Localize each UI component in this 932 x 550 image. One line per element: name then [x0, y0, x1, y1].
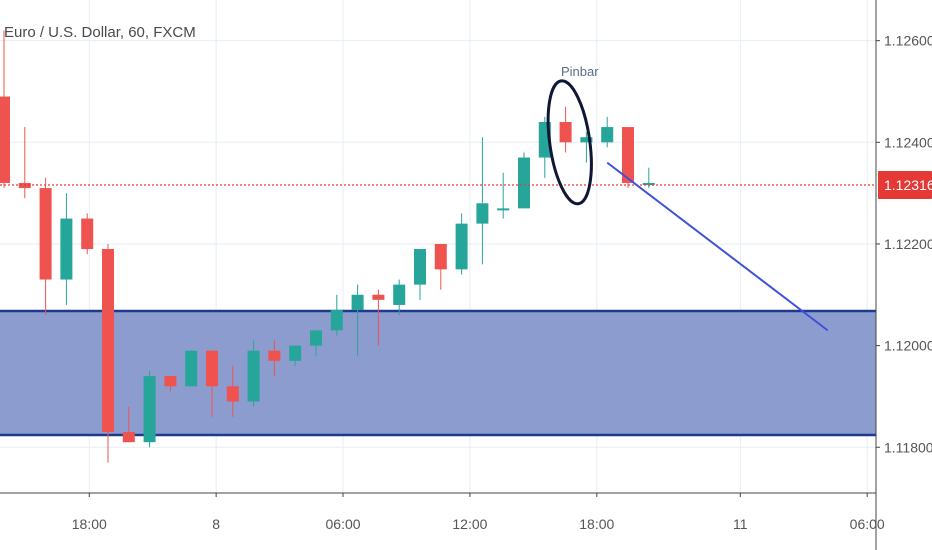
candle-body	[518, 157, 530, 209]
bearish-candle	[372, 289, 385, 346]
bullish-candle	[518, 152, 530, 209]
current-price-label: 1.12316	[884, 177, 932, 193]
time-tick-label: 06:00	[326, 516, 361, 532]
bearish-candle	[81, 213, 94, 255]
price-tick-label: 1.12600	[884, 33, 932, 49]
candle-body	[39, 188, 52, 280]
candle-body	[310, 330, 322, 346]
pinbar-label: Pinbar	[561, 64, 599, 79]
price-tick-label: 1.12000	[884, 338, 932, 354]
candle-body	[268, 350, 281, 361]
chart-title: Euro / U.S. Dollar, 60, FXCM	[4, 24, 196, 41]
candle-body	[351, 294, 364, 311]
bullish-candle	[351, 284, 364, 356]
candle-body	[601, 127, 614, 143]
bearish-candle	[102, 243, 114, 463]
bullish-candle	[497, 172, 510, 219]
candle-body	[81, 218, 94, 250]
bullish-candle	[455, 213, 468, 275]
candle-body	[226, 386, 239, 402]
time-tick-label: 8	[212, 516, 220, 532]
candle-body	[143, 376, 156, 443]
candle-body	[185, 350, 198, 387]
bullish-candle	[476, 137, 489, 265]
candle-body	[60, 218, 73, 280]
candle-body	[289, 345, 302, 361]
candle-body	[434, 243, 447, 270]
zone-fill[interactable]	[0, 311, 876, 436]
candle-body	[0, 96, 10, 183]
bearish-candle	[226, 365, 239, 417]
bullish-candle	[414, 249, 426, 300]
candle-body	[642, 182, 655, 185]
price-tick-label: 1.12400	[884, 134, 932, 150]
bullish-candle	[393, 279, 406, 316]
bullish-candle	[601, 116, 614, 148]
price-tick-label: 1.12200	[884, 236, 932, 252]
candle-body	[102, 249, 114, 433]
candle-body	[330, 310, 343, 331]
bullish-candle	[330, 294, 343, 336]
bullish-candle	[247, 340, 260, 407]
candle-body	[622, 127, 634, 183]
bearish-candle	[18, 127, 31, 199]
candle-body	[455, 223, 468, 270]
price-tick-label: 1.11800	[884, 439, 932, 455]
candle-body	[393, 284, 406, 305]
bullish-candle	[580, 132, 593, 163]
time-tick-label: 18:00	[579, 516, 614, 532]
bearish-candle	[0, 30, 10, 189]
candle-body	[372, 294, 385, 300]
drawings: Pinbar	[0, 64, 876, 332]
candle-body	[414, 249, 426, 285]
bearish-candle	[39, 177, 52, 316]
pinbar-circle-marker	[546, 79, 593, 206]
trend-line	[606, 161, 829, 332]
candle-body	[206, 350, 218, 387]
bearish-candle	[206, 350, 218, 417]
support-zone[interactable]	[0, 309, 876, 437]
bearish-candle	[164, 376, 177, 392]
bearish-candle	[434, 243, 447, 290]
bullish-candle	[143, 371, 156, 448]
current-price-badge[interactable]: 1.12316	[878, 171, 932, 200]
bullish-candle	[310, 330, 322, 356]
bullish-candle	[185, 350, 198, 387]
bearish-candle	[122, 406, 135, 443]
candle-body	[122, 432, 135, 443]
time-tick-label: 06:00	[850, 516, 885, 532]
time-tick-label: 18:00	[72, 516, 107, 532]
candles	[0, 30, 655, 463]
bullish-candle	[60, 193, 73, 305]
candle-body	[164, 376, 177, 387]
candle-body	[476, 203, 489, 224]
candle-body	[247, 350, 260, 402]
bearish-candle	[268, 340, 281, 377]
time-tick-label: 11	[733, 516, 748, 532]
bullish-candle	[289, 345, 302, 366]
candle-body	[580, 137, 593, 143]
time-tick-label: 12:00	[452, 516, 487, 532]
bearish-candle	[559, 106, 572, 153]
current-price-badge-bg	[878, 171, 932, 200]
candle-body	[497, 208, 510, 211]
candle-body	[559, 121, 572, 143]
